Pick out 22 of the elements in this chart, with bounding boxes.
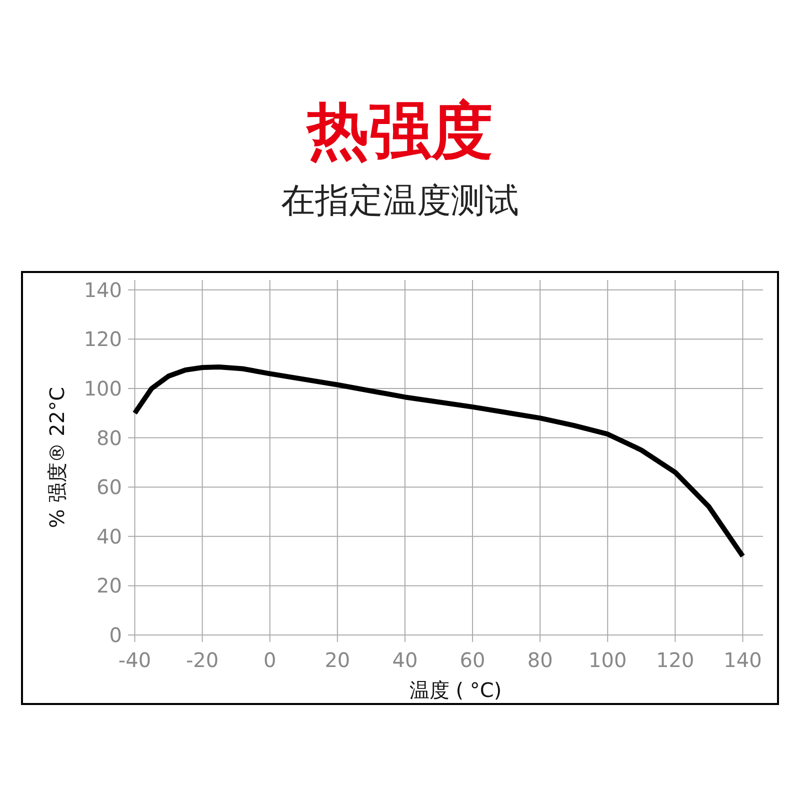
xtick: -40 (118, 648, 152, 672)
xtick: -20 (186, 648, 219, 672)
ytick: 60 (96, 475, 122, 500)
xtick: 0 (264, 648, 276, 672)
xtick: 20 (324, 648, 350, 672)
ytick: 0 (109, 623, 122, 647)
ytick: 100 (84, 376, 122, 400)
ytick: 80 (96, 426, 122, 450)
ytick: 120 (84, 327, 122, 352)
xtick: 80 (527, 648, 553, 672)
xtick: 40 (392, 648, 418, 672)
ytick: 40 (96, 524, 122, 548)
xtick: 120 (656, 648, 694, 672)
ytick: 140 (84, 278, 122, 302)
xtick: 140 (724, 648, 762, 672)
xtick: 100 (588, 648, 627, 672)
subtitle: 在指定温度测试 (281, 181, 519, 221)
ytick: 20 (96, 574, 122, 598)
xtick: 60 (460, 648, 486, 672)
title: 热强度 (307, 94, 493, 167)
xlabel: 温度 ( °C) (409, 678, 502, 702)
ylabel: % 强度® 22°C (45, 386, 69, 528)
